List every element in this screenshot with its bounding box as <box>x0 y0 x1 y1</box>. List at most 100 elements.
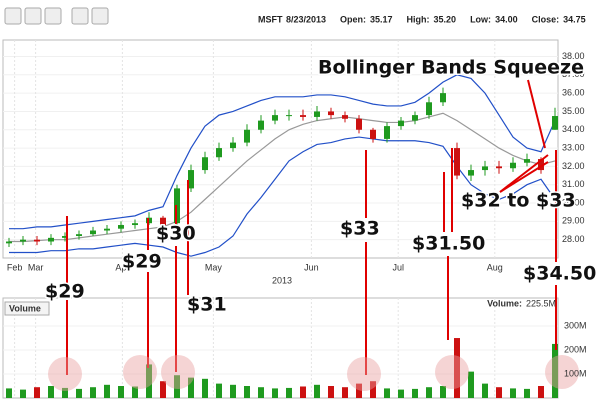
y-tick-label: 300M <box>564 320 587 330</box>
candle-body <box>440 93 446 103</box>
candle-body <box>510 162 516 169</box>
y-tick-label: 200M <box>564 344 587 354</box>
x-tick-label: May <box>205 262 223 272</box>
volume-bar <box>524 388 530 398</box>
field-label: Low: <box>470 14 491 24</box>
bollinger-band <box>9 112 556 243</box>
volume-bar <box>342 387 348 398</box>
y-tick-label: 28.00 <box>562 234 585 244</box>
candle-body <box>426 102 432 116</box>
field-label: Open: <box>340 14 366 24</box>
y-tick-label: 100M <box>564 368 587 378</box>
candle-body <box>370 129 376 139</box>
zoom-button[interactable] <box>4 7 22 25</box>
highlight <box>545 355 579 389</box>
candle-body <box>258 120 264 130</box>
volume-bar <box>202 378 208 398</box>
volume-bar <box>132 386 138 398</box>
volume-bar <box>62 387 68 398</box>
volume-bar <box>272 388 278 398</box>
x-tick-label: Mar <box>28 262 44 272</box>
candle-body <box>34 239 40 242</box>
volume-bar <box>356 383 362 398</box>
candle-body <box>538 159 544 171</box>
toolbar <box>4 7 109 25</box>
candle-body <box>244 129 250 143</box>
volume-bar <box>370 381 376 398</box>
candle-body <box>202 157 208 171</box>
candle-body <box>20 239 26 242</box>
field-value: 35.17 <box>370 14 393 24</box>
volume-bar <box>510 388 516 398</box>
candle-body <box>230 142 236 149</box>
candle-body <box>454 148 460 176</box>
y-tick-label: 37.00 <box>562 69 585 79</box>
y-tick-label: 38.00 <box>562 51 585 61</box>
candle-body <box>132 223 138 226</box>
candle-body <box>286 115 292 117</box>
notes-button[interactable] <box>44 7 62 25</box>
candle-body <box>384 126 390 139</box>
field-label: Close: <box>532 14 560 24</box>
field-value: 34.00 <box>495 14 518 24</box>
volume-bar <box>244 386 250 398</box>
volume-bar <box>482 383 488 398</box>
annotation: $29 <box>122 251 162 273</box>
highlight <box>48 357 82 391</box>
volume-bar <box>258 387 264 398</box>
volume-bar <box>34 387 40 398</box>
volume-bar <box>398 389 404 398</box>
x-tick-label: Feb <box>7 262 23 272</box>
candle-body <box>48 237 54 242</box>
highlight <box>347 357 381 391</box>
annotation: $30 <box>156 223 196 245</box>
volume-bar <box>384 388 390 398</box>
chart-button[interactable] <box>71 7 89 25</box>
candle-body <box>272 115 278 121</box>
annotation: $32 to $33 <box>461 190 576 212</box>
volume-bar <box>188 377 194 398</box>
volume-bar <box>314 384 320 398</box>
candle-body <box>328 111 334 116</box>
y-tick-label: 29.00 <box>562 216 585 226</box>
volume-bar <box>146 364 152 398</box>
bollinger-band <box>9 74 556 230</box>
volume-title: Volume <box>9 303 41 313</box>
candle-body <box>524 159 530 163</box>
y-tick-label: 30.00 <box>562 197 585 207</box>
volume-bar <box>76 388 82 398</box>
highlight <box>161 355 195 389</box>
candle-body <box>398 120 404 127</box>
volume-bar <box>328 386 334 398</box>
candle-body <box>468 170 474 176</box>
volume-bar <box>118 386 124 398</box>
volume-bar <box>538 386 544 398</box>
arrow <box>499 154 549 193</box>
volume-highlights <box>48 355 579 391</box>
candle-body <box>412 115 418 121</box>
candle-body <box>216 148 222 158</box>
draw-button[interactable] <box>24 7 42 25</box>
annotation: Bollinger Bands Squeeze <box>318 57 584 79</box>
candle-body <box>118 225 124 229</box>
volume-bar <box>48 386 54 398</box>
candle-body <box>496 166 502 169</box>
annotation: $31 <box>187 294 227 316</box>
print-button[interactable] <box>91 7 109 25</box>
y-tick-label: 34.00 <box>562 124 585 134</box>
volume-bar <box>286 387 292 398</box>
field-value: 34.75 <box>563 14 586 24</box>
candle-body <box>104 228 110 231</box>
volume-bar <box>216 383 222 398</box>
y-tick-label: 32.00 <box>562 161 585 171</box>
candle-body <box>342 115 348 119</box>
volume-bar <box>230 384 236 398</box>
volume-bar <box>90 387 96 398</box>
annotation-arrows <box>66 79 557 375</box>
candle-body <box>6 241 12 244</box>
y-tick-label: 35.00 <box>562 106 585 116</box>
annotation: $33 <box>340 218 380 240</box>
field-label: High: <box>407 14 430 24</box>
